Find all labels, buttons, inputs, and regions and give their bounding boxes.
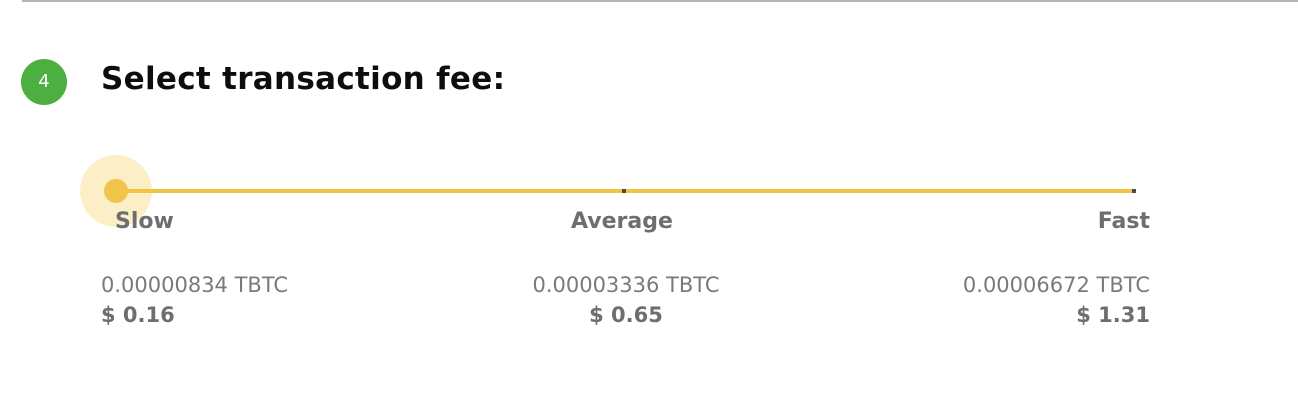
fee-usd-amount-slow: $ 0.16 [101, 303, 175, 327]
top-divider [22, 0, 1298, 2]
fee-details-fast: 0.00006672 TBTC $ 1.31 [963, 270, 1150, 330]
fee-details-average: 0.00003336 TBTC $ 0.65 [521, 270, 731, 330]
fee-option-label-average[interactable]: Average [571, 209, 673, 234]
fee-crypto-amount-average: 0.00003336 TBTC [532, 273, 720, 297]
fee-option-label-fast[interactable]: Fast [1097, 209, 1150, 234]
section-title: Select transaction fee: [101, 61, 506, 97]
fee-slider[interactable] [80, 155, 1160, 235]
fee-usd-amount-fast: $ 1.31 [1076, 303, 1150, 327]
slider-tick-average [622, 189, 626, 193]
step-number-badge: 4 [21, 59, 67, 105]
fee-option-label-slow[interactable]: Slow [115, 209, 174, 234]
slider-tick-fast [1132, 189, 1136, 193]
fee-crypto-amount-slow: 0.00000834 TBTC [101, 273, 289, 297]
fee-usd-amount-average: $ 0.65 [589, 303, 663, 327]
fee-details-slow: 0.00000834 TBTC $ 0.16 [101, 270, 288, 330]
slider-thumb[interactable] [104, 179, 128, 203]
fee-crypto-amount-fast: 0.00006672 TBTC [962, 273, 1150, 297]
